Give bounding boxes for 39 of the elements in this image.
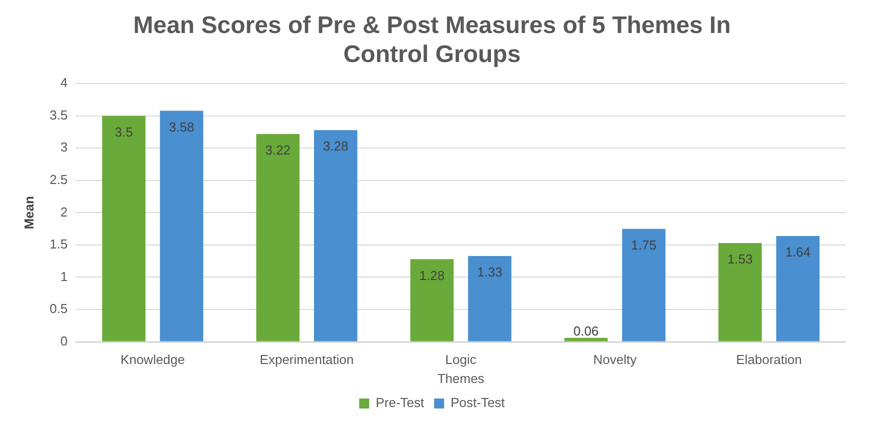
x-tick-label: Logic xyxy=(445,352,477,368)
data-label: 3.28 xyxy=(323,138,348,154)
y-tick-label: 3.5 xyxy=(50,107,68,122)
data-label: 1.64 xyxy=(785,244,811,260)
y-tick-label: 1 xyxy=(60,268,68,284)
bar xyxy=(622,228,666,342)
data-label: 1.33 xyxy=(477,264,502,280)
y-tick-label: 2.5 xyxy=(50,172,68,188)
bar xyxy=(160,110,204,342)
x-tick-label: Experimentation xyxy=(260,352,354,368)
data-label: 3.22 xyxy=(265,142,291,158)
y-tick-label: 0 xyxy=(60,333,68,348)
data-label: 0.06 xyxy=(573,324,599,339)
data-label: 1.75 xyxy=(631,237,656,252)
chart-title: Mean Scores of Pre & Post Measures of 5 Themes In Control Groups xyxy=(133,12,731,68)
data-label: 1.53 xyxy=(727,252,753,267)
legend-label: Pre-Test xyxy=(376,395,424,410)
x-axis-title: Themes xyxy=(437,370,485,386)
x-tick-label: Elaboration xyxy=(736,352,802,368)
bar xyxy=(256,134,300,342)
legend-label: Post-Test xyxy=(450,395,506,410)
data-label: 3.5 xyxy=(114,124,133,140)
data-label: 3.58 xyxy=(168,119,194,134)
bar xyxy=(718,243,762,342)
y-axis-title: Mean xyxy=(21,196,36,230)
y-tick-label: 4 xyxy=(60,75,68,90)
y-tick-label: 2 xyxy=(60,204,68,220)
bar xyxy=(102,116,146,342)
bar xyxy=(564,338,608,342)
bar xyxy=(776,236,820,342)
data-label: 1.28 xyxy=(419,268,445,283)
bar xyxy=(468,256,512,342)
x-tick-label: Novelty xyxy=(593,352,638,368)
x-tick-label: Knowledge xyxy=(120,352,185,368)
bar xyxy=(410,259,454,342)
y-tick-label: 3 xyxy=(60,140,68,155)
y-tick-label: 0.5 xyxy=(50,301,68,316)
bar xyxy=(314,130,358,342)
y-tick-label: 1.5 xyxy=(50,236,68,252)
